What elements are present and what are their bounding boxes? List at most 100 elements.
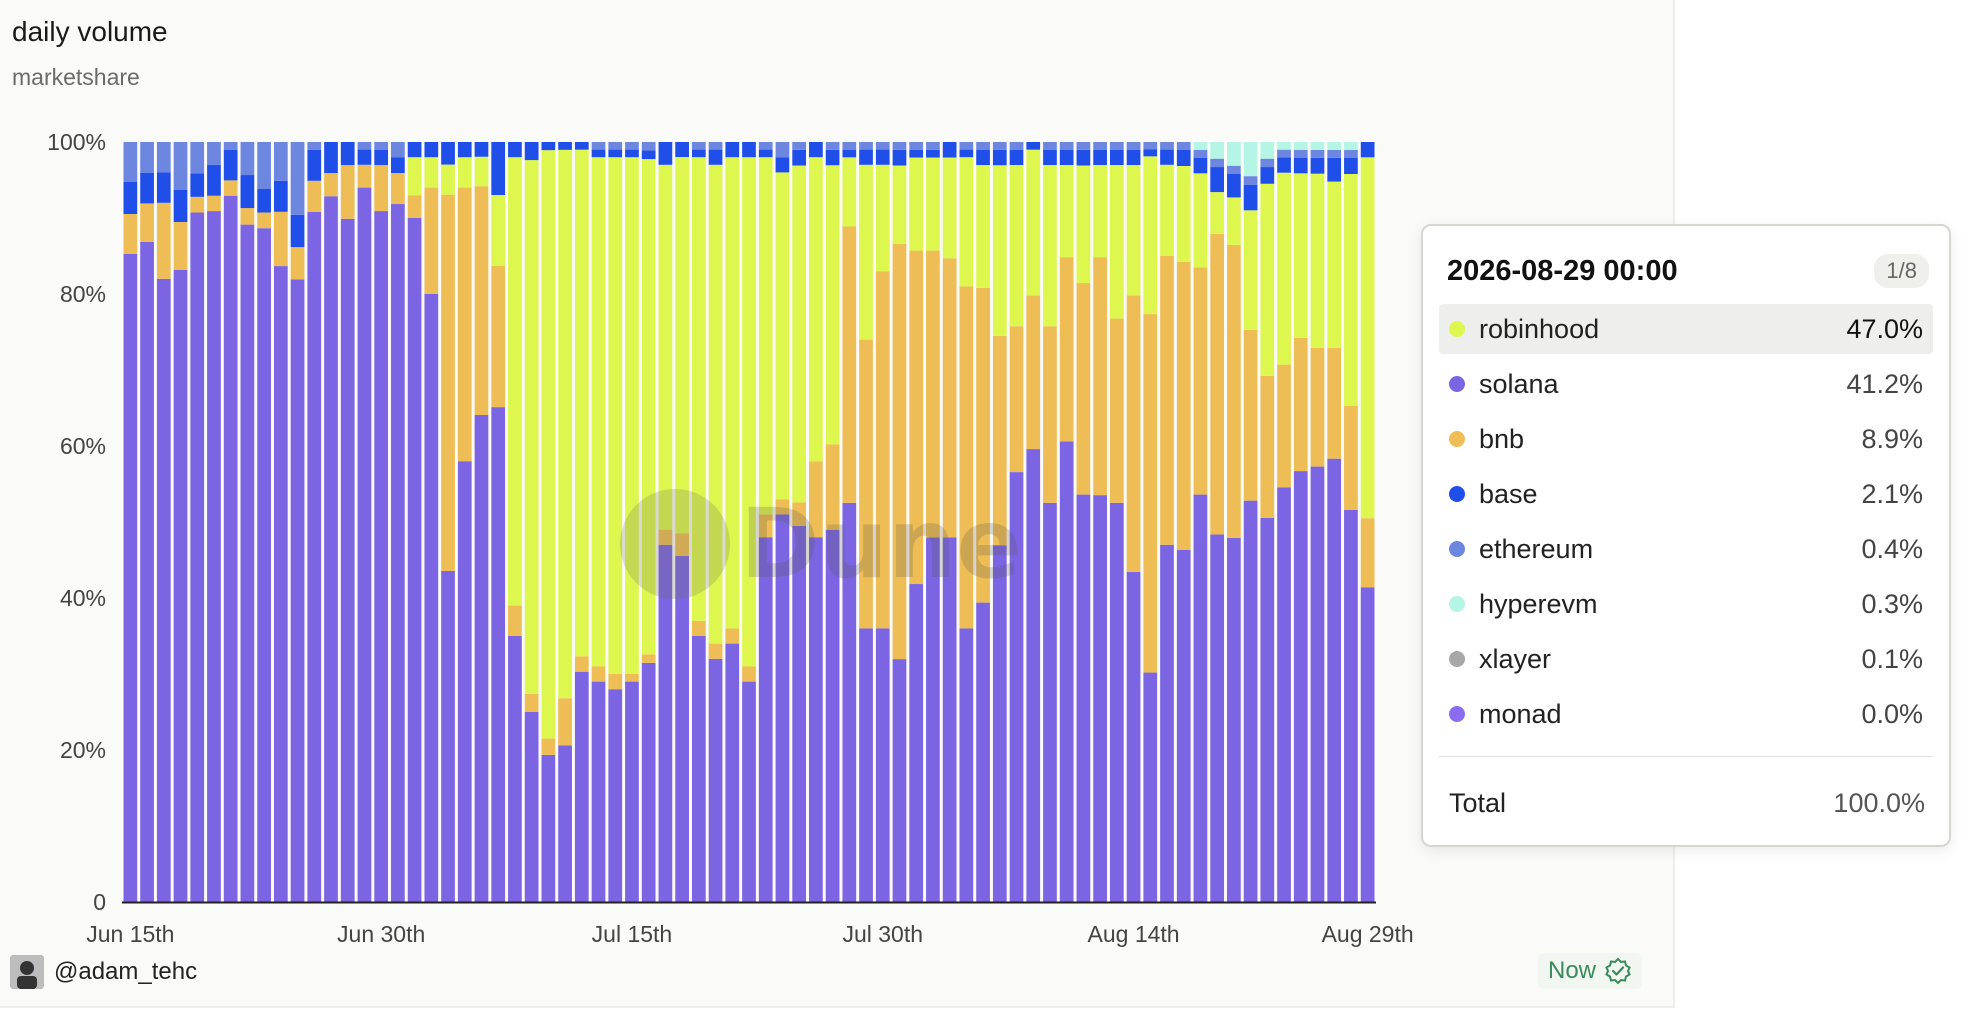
bar-segment-base[interactable] [1227, 173, 1241, 198]
bar-segment-bnb[interactable] [290, 247, 305, 280]
bar-segment-base[interactable] [457, 142, 472, 158]
bar-segment-ethereum[interactable] [140, 142, 154, 173]
bar-segment-bnb[interactable] [307, 180, 322, 212]
bar-segment-ethereum[interactable] [1344, 150, 1358, 158]
bar-segment-bnb[interactable] [926, 250, 940, 538]
bar-segment-bnb[interactable] [173, 222, 188, 270]
bar-segment-base[interactable] [1277, 157, 1291, 173]
bar-segment-base[interactable] [207, 165, 221, 196]
bar-segment-solana[interactable] [942, 537, 957, 902]
bar-segment-base[interactable] [641, 150, 656, 160]
bar-segment-solana[interactable] [1227, 537, 1241, 902]
bar-segment-base[interactable] [1043, 149, 1057, 166]
bar-segment-base[interactable] [842, 149, 857, 158]
bar-segment-base[interactable] [474, 142, 489, 157]
tooltip-row-ethereum[interactable]: ethereum 0.4% [1439, 524, 1933, 574]
bar-segment-solana[interactable] [675, 555, 689, 902]
bar-segment-bnb[interactable] [407, 195, 422, 218]
bar-segment-bnb[interactable] [190, 196, 205, 213]
bar-segment-base[interactable] [156, 172, 171, 203]
bar-segment-robinhood[interactable] [1043, 165, 1057, 327]
bar-segment-base[interactable] [725, 142, 740, 158]
bar-segment-ethereum[interactable] [792, 142, 807, 150]
bar-segment-base[interactable] [608, 149, 623, 158]
bar-segment-ethereum[interactable] [207, 142, 221, 166]
bar-segment-bnb[interactable] [1126, 295, 1141, 572]
bar-segment-ethereum[interactable] [123, 142, 138, 182]
bar-segment-bnb[interactable] [123, 214, 138, 254]
bar-segment-robinhood[interactable] [675, 157, 689, 534]
bar-segment-robinhood[interactable] [474, 156, 489, 187]
bar-segment-hyperevm[interactable] [1260, 142, 1275, 159]
bar-segment-robinhood[interactable] [1344, 174, 1358, 406]
bar-segment-hyperevm[interactable] [1227, 142, 1241, 166]
bar-segment-bnb[interactable] [474, 186, 489, 416]
bar-segment-bnb[interactable] [1227, 244, 1241, 538]
bar-segment-robinhood[interactable] [842, 157, 857, 227]
bar-segment-hyperevm[interactable] [1243, 142, 1258, 177]
bar-segment-bnb[interactable] [959, 286, 974, 629]
bar-segment-robinhood[interactable] [407, 157, 422, 196]
bar-segment-bnb[interactable] [257, 212, 271, 229]
bar-segment-ethereum[interactable] [257, 142, 271, 190]
bar-segment-base[interactable] [123, 182, 138, 214]
bar-segment-solana[interactable] [1243, 500, 1258, 902]
bar-segment-robinhood[interactable] [1360, 157, 1375, 519]
bar-segment-ethereum[interactable] [758, 142, 773, 150]
bar-segment-ethereum[interactable] [173, 142, 188, 190]
bar-segment-ethereum[interactable] [1076, 142, 1091, 150]
bar-segment-solana[interactable] [859, 628, 873, 902]
bar-segment-solana[interactable] [1009, 472, 1024, 902]
bar-segment-base[interactable] [574, 142, 589, 150]
bar-segment-ethereum[interactable] [1059, 142, 1074, 150]
bar-segment-robinhood[interactable] [574, 149, 589, 657]
bar-segment-bnb[interactable] [240, 208, 255, 225]
bar-segment-bnb[interactable] [1176, 262, 1191, 550]
bar-segment-base[interactable] [1243, 184, 1258, 211]
bar-segment-solana[interactable] [758, 537, 773, 902]
bar-segment-base[interactable] [1059, 149, 1074, 166]
bar-segment-bnb[interactable] [491, 265, 506, 408]
bar-segment-solana[interactable] [374, 211, 389, 903]
bar-segment-base[interactable] [491, 142, 506, 196]
bar-segment-base[interactable] [926, 149, 940, 158]
bar-segment-bnb[interactable] [892, 243, 907, 660]
bar-segment-robinhood[interactable] [1176, 166, 1191, 262]
bar-segment-hyperevm[interactable] [1293, 142, 1308, 150]
bar-segment-solana[interactable] [875, 628, 890, 902]
bar-segment-solana[interactable] [1059, 441, 1074, 902]
bar-segment-hyperevm[interactable] [1277, 142, 1291, 150]
bar-segment-base[interactable] [809, 142, 823, 158]
bar-segment-bnb[interactable] [1076, 283, 1091, 495]
bar-segment-ethereum[interactable] [1143, 142, 1158, 150]
bar-segment-ethereum[interactable] [156, 142, 171, 173]
bar-segment-robinhood[interactable] [959, 157, 974, 287]
bar-segment-robinhood[interactable] [992, 165, 1007, 336]
bar-segment-bnb[interactable] [1210, 233, 1225, 535]
bar-segment-bnb[interactable] [1059, 257, 1074, 442]
bar-segment-bnb[interactable] [1260, 375, 1275, 518]
bar-segment-solana[interactable] [1310, 466, 1325, 902]
bar-segment-bnb[interactable] [742, 666, 756, 682]
bar-segment-robinhood[interactable] [1026, 149, 1041, 296]
bar-segment-bnb[interactable] [1026, 295, 1041, 450]
bar-segment-base[interactable] [173, 190, 188, 222]
bar-segment-solana[interactable] [290, 279, 305, 902]
bar-segment-solana[interactable] [391, 204, 405, 903]
bar-segment-bnb[interactable] [909, 250, 924, 585]
bar-segment-ethereum[interactable] [842, 142, 857, 150]
stacked-bar-chart[interactable]: 0 20% 40% 60% 80% 100% Jun 15th Jun 30th Jul 15… [0, 0, 1673, 1006]
bar-segment-solana[interactable] [357, 187, 372, 903]
bar-segment-solana[interactable] [474, 415, 489, 902]
bar-segment-solana[interactable] [457, 461, 472, 902]
bar-segment-base[interactable] [340, 142, 355, 166]
bar-segment-solana[interactable] [240, 224, 255, 903]
bar-segment-bnb[interactable] [1360, 518, 1375, 588]
bar-segment-base[interactable] [1310, 157, 1325, 174]
bar-segment-bnb[interactable] [558, 698, 572, 746]
bar-segment-bnb[interactable] [1143, 314, 1158, 673]
bar-segment-solana[interactable] [324, 196, 338, 903]
bar-segment-solana[interactable] [1143, 672, 1158, 902]
bar-segment-base[interactable] [675, 142, 689, 158]
bar-segment-base[interactable] [758, 149, 773, 158]
